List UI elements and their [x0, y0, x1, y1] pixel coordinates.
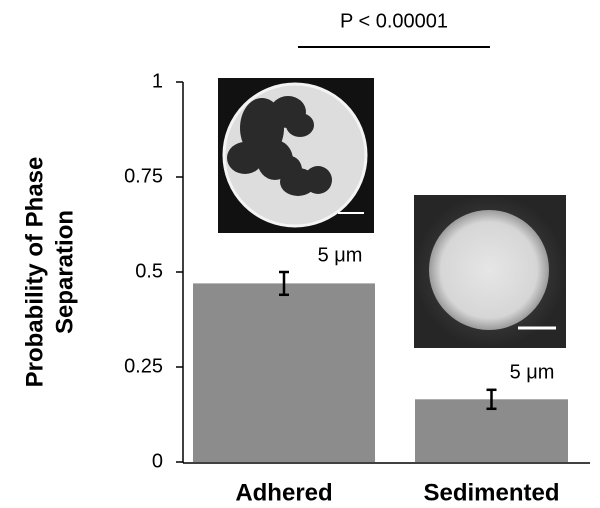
scale-label: 5 μm [510, 361, 555, 383]
y-tick-label: 0.75 [124, 165, 163, 187]
bar [193, 283, 375, 462]
x-tick-label: Adhered [235, 479, 332, 506]
y-tick-label: 0.25 [124, 355, 163, 377]
error-bar [486, 388, 497, 411]
x-tick-label: Sedimented [423, 479, 559, 506]
y-label-line: Separation [51, 210, 78, 334]
y-axis-label: Probability of Phase Separation [21, 157, 78, 388]
inset-image [414, 195, 566, 348]
y-tick-label: 0 [152, 450, 163, 472]
y-tick-label: 0.5 [135, 260, 163, 282]
y-tick-label: 1 [152, 70, 163, 92]
error-bar [279, 270, 289, 297]
y-label-line: Probability of Phase [21, 157, 48, 388]
scale-label: 5 μm [318, 244, 363, 266]
inset-image [218, 78, 374, 233]
significance-label: P < 0.00001 [340, 10, 448, 32]
